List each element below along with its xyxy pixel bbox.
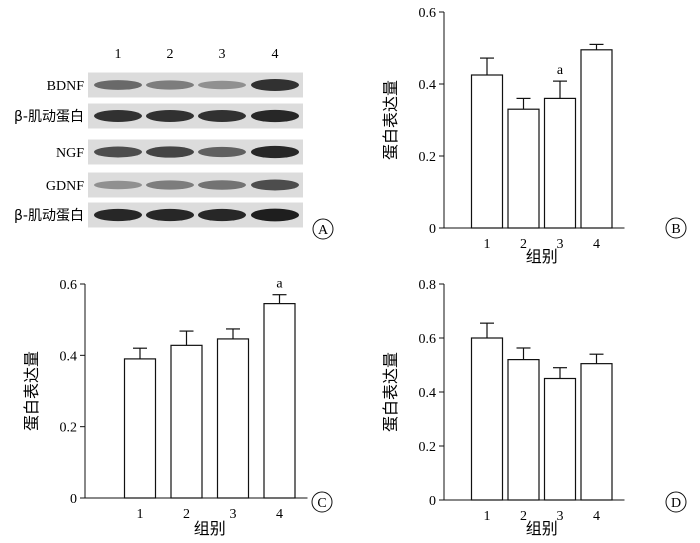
blot-band [251, 179, 299, 191]
x-tick-label: 4 [593, 237, 600, 252]
panel-letter: D [671, 496, 681, 511]
blot-band [146, 80, 194, 90]
bar [507, 359, 540, 501]
x-tick-label: 3 [230, 507, 237, 522]
x-tick-label: 2 [520, 237, 527, 252]
y-tick-label: 0.4 [419, 386, 437, 401]
blot-row-label: β-肌动蛋白 [14, 109, 84, 125]
lane-label: 4 [272, 47, 279, 62]
panel-letter-circle [665, 217, 687, 239]
blot-band [198, 80, 246, 90]
blot-band [94, 80, 142, 90]
significance-mark: a [276, 277, 283, 292]
y-tick-label: 0.2 [419, 440, 437, 455]
bar [543, 97, 577, 229]
y-tick-label: 0.6 [419, 332, 437, 347]
panel-letter-circle [312, 218, 334, 240]
blot-band [94, 180, 142, 190]
blot-panel: 1 2 3 4 BDNF β-肌动蛋白 NGF GDNF β-肌动蛋白 A [14, 47, 334, 240]
lane-label: 1 [115, 47, 122, 62]
blot-band [251, 79, 299, 91]
y-tick-label: 0 [429, 222, 436, 237]
chart-panel-d: 0 0.2 0.4 0.6 0.8 蛋白表达量 1 2 3 4 组别 D [381, 278, 687, 538]
blot-band [251, 109, 299, 123]
x-tick-label: 2 [520, 509, 527, 524]
y-axis-title: 蛋白表达量 [381, 352, 400, 432]
blot-band [198, 110, 246, 122]
bar [470, 74, 504, 229]
x-axis-title: 组别 [194, 519, 226, 538]
blot-row-label: GDNF [46, 179, 84, 194]
blot-band [94, 110, 142, 122]
blot-band [146, 110, 194, 122]
y-tick-label: 0.6 [60, 278, 78, 293]
x-axis-title: 组别 [526, 247, 558, 266]
x-tick-label: 3 [557, 237, 564, 252]
y-tick-label: 0.4 [419, 78, 437, 93]
y-tick-label: 0 [70, 492, 77, 507]
x-tick-label: 1 [484, 509, 491, 524]
panel-letter-circle [665, 491, 687, 513]
blot-band [146, 146, 194, 158]
blot-band [198, 180, 246, 190]
y-tick-label: 0.6 [419, 6, 437, 21]
y-tick-label: 0.2 [419, 150, 437, 165]
y-tick-label: 0.8 [419, 278, 437, 293]
y-tick-label: 0 [429, 494, 436, 509]
y-axis-title: 蛋白表达量 [381, 80, 400, 160]
x-axis-title: 组别 [526, 519, 558, 538]
bar [507, 108, 540, 229]
blot-row-label: β-肌动蛋白 [14, 208, 84, 224]
blot-band [146, 180, 194, 190]
bar [123, 358, 157, 499]
chart-panel-b: 0 0.2 0.4 0.6 蛋白表达量 1 2 3 4 a 组别 B [381, 6, 687, 266]
panel-letter: A [318, 223, 329, 238]
blot-band [94, 208, 142, 222]
blot-band [251, 145, 299, 159]
x-tick-label: 1 [484, 237, 491, 252]
chart-panel-c: 0 0.2 0.4 0.6 蛋白表达量 1 2 3 4 a 组别 C [22, 277, 333, 538]
bar [170, 344, 203, 499]
x-tick-label: 4 [593, 509, 600, 524]
bar [580, 49, 613, 229]
bar [263, 303, 296, 499]
bar [216, 338, 250, 499]
x-tick-label: 3 [557, 509, 564, 524]
y-tick-label: 0.2 [60, 421, 78, 436]
blot-band [198, 208, 246, 222]
blot-band [146, 208, 194, 222]
x-tick-label: 4 [276, 507, 283, 522]
lane-label: 3 [219, 47, 226, 62]
bar [580, 363, 613, 501]
blot-band [198, 146, 246, 158]
blot-band [94, 146, 142, 158]
significance-mark: a [557, 63, 564, 78]
panel-letter: C [317, 496, 326, 511]
bar [543, 377, 577, 501]
x-tick-label: 1 [137, 507, 144, 522]
y-tick-label: 0.4 [60, 349, 78, 364]
panel-letter-circle [311, 491, 333, 513]
lane-label: 2 [167, 47, 174, 62]
y-axis-title: 蛋白表达量 [22, 351, 41, 431]
bar [470, 337, 504, 501]
panel-letter: B [671, 222, 680, 237]
x-tick-label: 2 [183, 507, 190, 522]
blot-row-label: NGF [56, 146, 84, 161]
blot-band [251, 208, 299, 222]
blot-row-label: BDNF [47, 79, 85, 94]
